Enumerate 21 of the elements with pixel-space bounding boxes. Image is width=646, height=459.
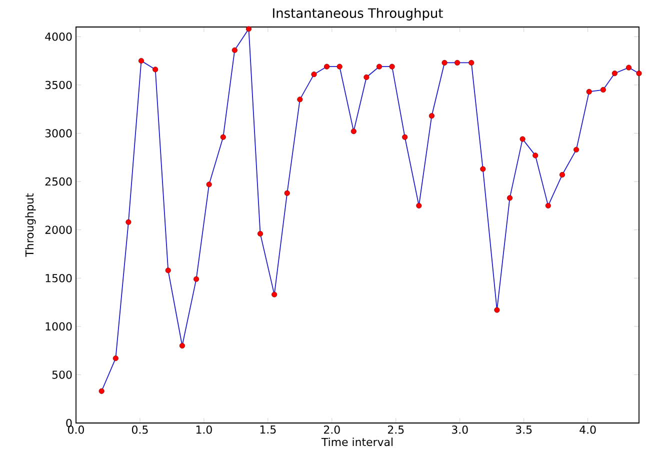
x-tick-label: 0.0 bbox=[68, 426, 84, 434]
x-tick-label: 2.0 bbox=[324, 426, 340, 434]
y-tick-label: 1500 bbox=[46, 274, 72, 282]
x-tick-label: 1.5 bbox=[260, 426, 276, 434]
x-tick-label: 4.0 bbox=[580, 426, 596, 434]
x-tick-label: 0.5 bbox=[132, 426, 148, 434]
x-tick-label: 3.0 bbox=[452, 426, 468, 434]
chart-title: Instantaneous Throughput bbox=[273, 8, 443, 20]
y-tick-label: 3500 bbox=[45, 80, 72, 90]
y-tick-label: 0 bbox=[66, 418, 72, 428]
x-tick-label: 3.5 bbox=[516, 426, 532, 434]
x-axis-title: Time interval bbox=[321, 438, 393, 446]
x-tick-label: 1.0 bbox=[196, 426, 212, 434]
y-tick-label: 2000 bbox=[45, 226, 72, 234]
y-axis-title: Throughput bbox=[25, 193, 36, 257]
y-tick-label: 4000 bbox=[45, 32, 72, 41]
y-tick-label: 3000 bbox=[45, 129, 72, 138]
y-tick-label: 500 bbox=[52, 370, 72, 379]
y-tick-label: 1000 bbox=[46, 322, 72, 331]
y-tick-label: 2500 bbox=[45, 177, 72, 186]
x-tick-label: 2.5 bbox=[388, 426, 404, 434]
